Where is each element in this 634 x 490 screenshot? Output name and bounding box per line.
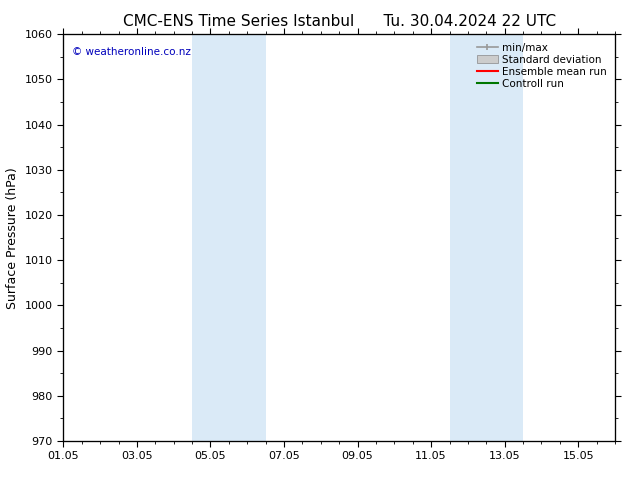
Bar	[192, 34, 266, 441]
Y-axis label: Surface Pressure (hPa): Surface Pressure (hPa)	[6, 167, 19, 309]
Text: © weatheronline.co.nz: © weatheronline.co.nz	[72, 47, 191, 56]
Bar	[450, 34, 523, 441]
Legend: min/max, Standard deviation, Ensemble mean run, Controll run: min/max, Standard deviation, Ensemble me…	[474, 40, 610, 92]
Title: CMC-ENS Time Series Istanbul      Tu. 30.04.2024 22 UTC: CMC-ENS Time Series Istanbul Tu. 30.04.2…	[122, 14, 556, 29]
